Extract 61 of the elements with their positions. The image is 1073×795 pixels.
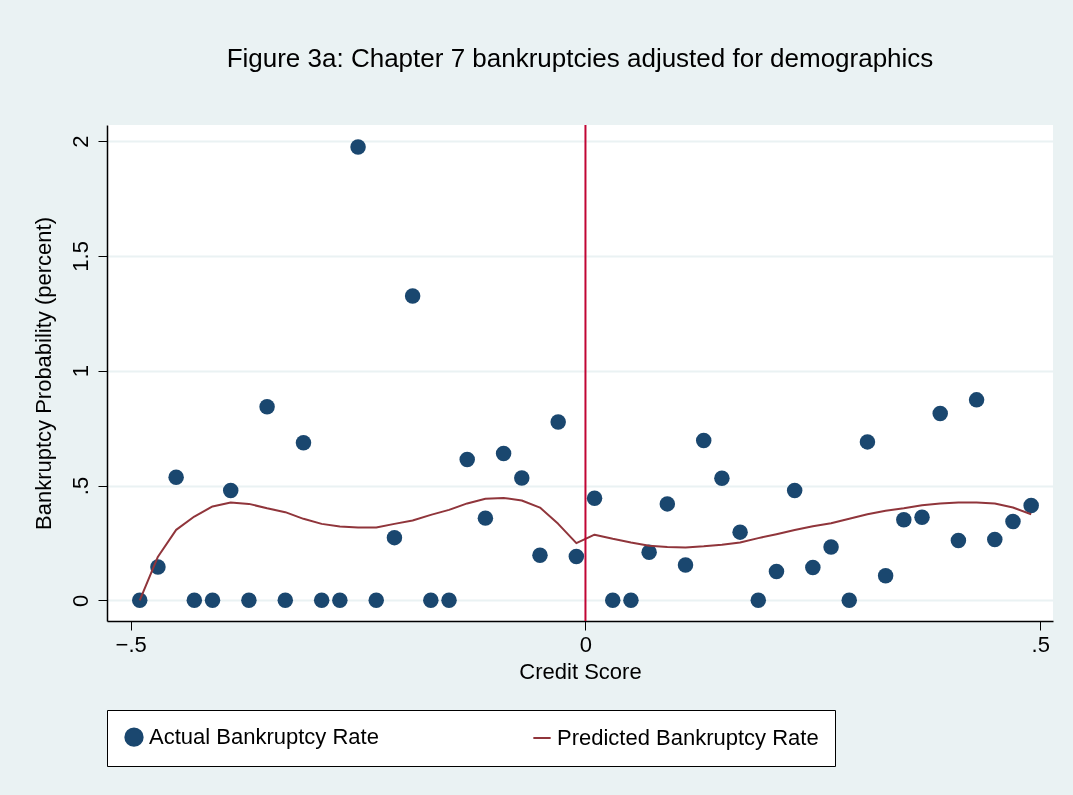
point [532, 547, 548, 564]
legend-label: Predicted Bankruptcy Rate [557, 725, 819, 750]
point [386, 529, 403, 546]
x-tick-label: 0 [579, 631, 593, 657]
point [987, 531, 1003, 548]
point [659, 496, 676, 512]
x-axis-title: Credit Score [519, 658, 642, 684]
point [168, 469, 184, 485]
y-tick-label: .5 [67, 476, 93, 496]
point [313, 592, 330, 609]
point [495, 445, 512, 462]
y-tick-label: 1 [67, 365, 93, 378]
point [805, 559, 821, 576]
point [277, 592, 294, 609]
point [404, 288, 421, 304]
point [441, 592, 457, 609]
point [459, 451, 475, 468]
point [477, 510, 494, 526]
point [768, 563, 785, 580]
point [641, 544, 657, 561]
point [859, 434, 876, 450]
point [259, 399, 275, 415]
point [695, 432, 712, 449]
point [605, 592, 621, 609]
point [677, 557, 694, 573]
point [550, 414, 566, 430]
point [896, 512, 912, 528]
x-tick-label: .5 [1031, 631, 1050, 657]
legend-label: Actual Bankruptcy Rate [149, 724, 379, 750]
point [514, 470, 530, 486]
point [914, 509, 930, 525]
x-tick-label: −.5 [115, 631, 147, 657]
point [350, 139, 366, 155]
point [786, 482, 803, 499]
point [732, 524, 748, 540]
point [714, 470, 730, 486]
point [423, 592, 439, 609]
point [950, 532, 967, 549]
point [1005, 513, 1021, 530]
point [823, 539, 839, 555]
point [968, 392, 985, 408]
point [295, 435, 312, 451]
point [568, 548, 585, 565]
point [204, 592, 221, 609]
point [623, 592, 639, 609]
point [877, 568, 894, 584]
y-tick-label: 1.5 [67, 241, 93, 272]
point [222, 482, 239, 499]
y-tick-label: 0 [67, 594, 93, 607]
chart-title: Figure 3a: Chapter 7 bankruptcies adjusted for demographics [226, 43, 934, 73]
point [186, 592, 203, 609]
point [241, 592, 257, 609]
point [368, 592, 384, 609]
point [841, 592, 857, 609]
point [1023, 497, 1039, 514]
point [932, 405, 948, 422]
point [332, 592, 348, 609]
y-axis-title: Bankruptcy Probability (percent) [30, 216, 56, 531]
y-tick-label: 2 [67, 135, 93, 148]
point [586, 490, 603, 506]
point [750, 592, 767, 609]
